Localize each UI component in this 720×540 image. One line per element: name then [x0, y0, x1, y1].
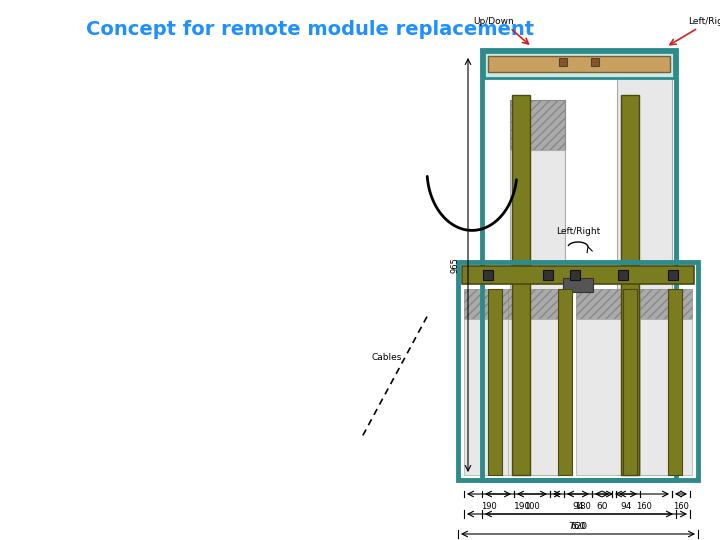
Bar [464, 319, 516, 475]
Text: Cables: Cables [372, 353, 402, 362]
Bar [488, 56, 670, 72]
Bar [640, 289, 692, 319]
Bar [543, 270, 553, 280]
Text: Up/Down: Up/Down [474, 17, 514, 26]
Text: 94: 94 [621, 502, 631, 511]
Bar [488, 289, 502, 475]
Bar [512, 95, 530, 475]
Bar [576, 319, 628, 475]
Bar [570, 270, 580, 280]
Text: Left/Right: Left/Right [556, 227, 600, 236]
Text: 965: 965 [451, 257, 460, 273]
Text: 190: 190 [481, 502, 497, 511]
Bar [462, 266, 694, 284]
Bar [458, 262, 698, 480]
Text: 100: 100 [524, 502, 540, 511]
Bar [508, 319, 560, 475]
Bar [558, 289, 572, 475]
Bar [668, 289, 682, 475]
Text: 94: 94 [572, 502, 584, 511]
Bar [668, 270, 678, 280]
Bar [621, 95, 639, 475]
Bar [623, 289, 637, 475]
Bar [559, 58, 567, 66]
Bar [464, 289, 516, 319]
Text: Concept for remote module replacement: Concept for remote module replacement [86, 20, 534, 39]
Text: 180: 180 [575, 502, 591, 511]
Bar [484, 52, 674, 78]
Bar [618, 270, 628, 280]
Bar [617, 75, 672, 475]
Text: Left/Right: Left/Right [688, 17, 720, 26]
Bar [591, 58, 599, 66]
Bar [576, 289, 628, 319]
Text: 190: 190 [514, 502, 531, 511]
Text: 60: 60 [596, 502, 608, 511]
Bar [510, 150, 565, 475]
Text: 160: 160 [636, 502, 652, 511]
Text: 160: 160 [673, 502, 689, 511]
Bar [482, 50, 676, 480]
Bar [483, 270, 493, 280]
Bar [510, 100, 565, 150]
Bar [640, 319, 692, 475]
Text: 760: 760 [568, 522, 585, 531]
Bar [508, 289, 560, 319]
Text: 620: 620 [570, 522, 588, 531]
Bar [563, 278, 593, 292]
